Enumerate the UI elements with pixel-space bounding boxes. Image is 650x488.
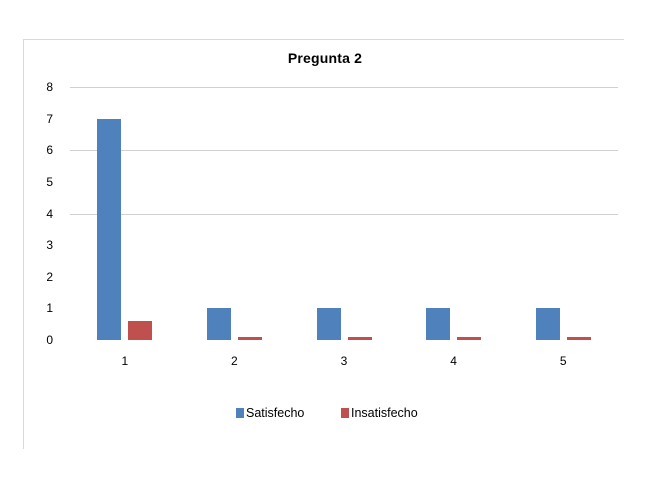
y-tick-label: 5 [46,174,53,189]
bar-satisfecho-2 [207,308,231,340]
y-tick-label: 7 [46,111,53,126]
x-tick-label: 2 [231,354,238,368]
gridline [70,150,618,151]
legend-label: Insatisfecho [351,406,418,420]
y-tick-label: 0 [46,333,53,347]
gridline [70,214,618,215]
x-tick-label: 4 [450,354,457,368]
bar-insatisfecho-3 [348,337,372,340]
y-tick-label: 3 [46,238,53,253]
y-tick-label: 6 [46,143,53,158]
bar-satisfecho-3 [317,308,341,340]
legend-label: Satisfecho [246,406,305,420]
y-tick-label: 2 [46,269,53,284]
bar-insatisfecho-1 [128,321,152,340]
legend-swatch-red [341,408,349,418]
legend-item-insatisfecho: Insatisfecho [341,405,418,421]
x-tick-label: 1 [121,354,129,368]
bar-insatisfecho-2 [238,337,262,340]
legend-item-satisfecho: Satisfecho [236,405,304,421]
gridline [70,87,618,88]
y-tick-label: 1 [46,301,53,316]
bar-satisfecho-1 [97,119,121,340]
legend-swatch-blue [236,408,244,418]
legend: Satisfecho Insatisfecho [0,405,650,421]
bar-insatisfecho-5 [567,337,591,340]
x-tick-label: 3 [340,354,348,368]
chart-area [23,39,624,449]
bar-satisfecho-5 [536,308,560,340]
bar-insatisfecho-4 [457,337,481,340]
y-tick-label: 8 [46,80,53,94]
bar-satisfecho-4 [426,308,450,340]
y-tick-label: 4 [46,206,53,221]
x-tick-label: 5 [559,354,567,368]
chart-title: Pregunta 2 [287,50,363,66]
